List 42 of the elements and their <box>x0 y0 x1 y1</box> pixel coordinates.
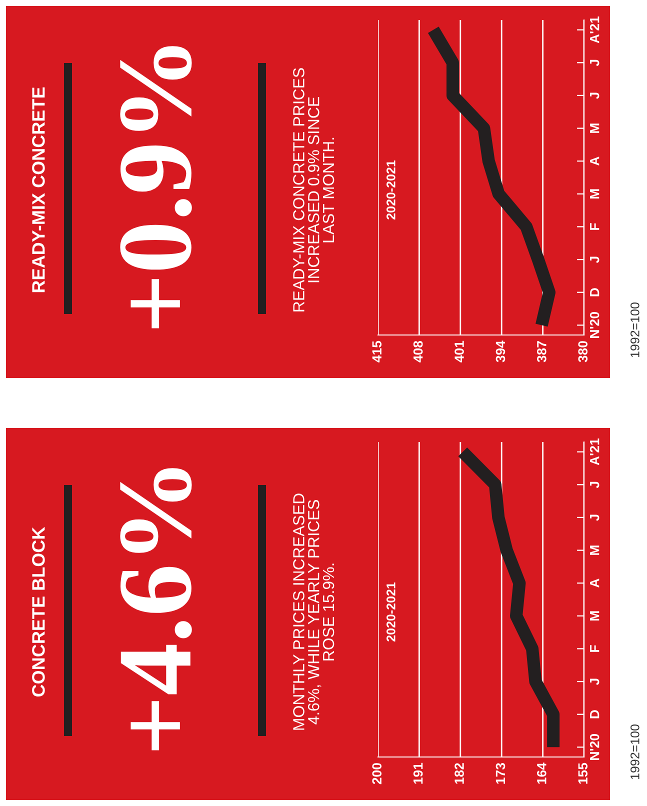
x-tick-label: 200 <box>372 763 382 784</box>
x-tick-label: 164 <box>537 762 546 784</box>
text: +4.6% <box>120 468 192 750</box>
x-tick-label: 415 <box>372 340 382 362</box>
text: 1992=100 <box>630 302 640 358</box>
y-tick-label: A <box>590 578 600 588</box>
y-tick-label: J <box>590 60 600 66</box>
y-tick-label: F <box>590 645 600 652</box>
text: MONTHLY PRICES INCREASED 4.6%, WHILE YEARLY PRICES ROSE 15.9%. <box>293 494 334 730</box>
y-tick-label: J <box>590 256 600 263</box>
y-tick-label: M <box>590 189 600 199</box>
text: READY-MIX CONCRETE PRICES INCREASED 0.9% SINCE LAST MONTH. <box>293 68 334 312</box>
x-tick-label: 155 <box>578 762 588 784</box>
annotation: 2020-2021 <box>386 582 396 642</box>
y-tick-label: M <box>590 546 600 555</box>
y-tick-label: N'20 <box>590 312 600 338</box>
y-tick-label: J <box>590 482 600 488</box>
x-tick-label: 401 <box>454 340 464 362</box>
y-tick-label: J <box>590 92 600 99</box>
y-tick-label: D <box>590 288 600 296</box>
x-tick-label: 394 <box>496 340 506 362</box>
x-tick-label: 191 <box>413 762 423 784</box>
y-tick-label: A'21 <box>590 16 600 44</box>
y-tick-label: J <box>590 678 600 685</box>
x-tick-label: 387 <box>537 341 546 362</box>
x-tick-label: 182 <box>454 763 464 784</box>
text: CONCRETE BLOCK <box>32 526 45 697</box>
y-tick-label: A'21 <box>590 438 600 466</box>
y-tick-label: M <box>590 611 600 621</box>
y-tick-label: F <box>590 223 600 230</box>
y-tick-label: D <box>590 710 600 718</box>
annotation: 2020-2021 <box>386 160 396 220</box>
x-tick-label: 173 <box>496 763 506 784</box>
text: READY-MIX CONCRETE <box>32 87 45 292</box>
y-tick-label: J <box>590 514 600 521</box>
text: +0.9% <box>120 46 192 328</box>
x-tick-label: 408 <box>413 340 423 362</box>
x-tick-label: 380 <box>578 341 588 362</box>
y-tick-label: A <box>590 156 600 166</box>
y-tick-label: M <box>590 124 600 133</box>
text: 1992=100 <box>630 724 640 780</box>
y-tick-label: N'20 <box>590 734 600 760</box>
